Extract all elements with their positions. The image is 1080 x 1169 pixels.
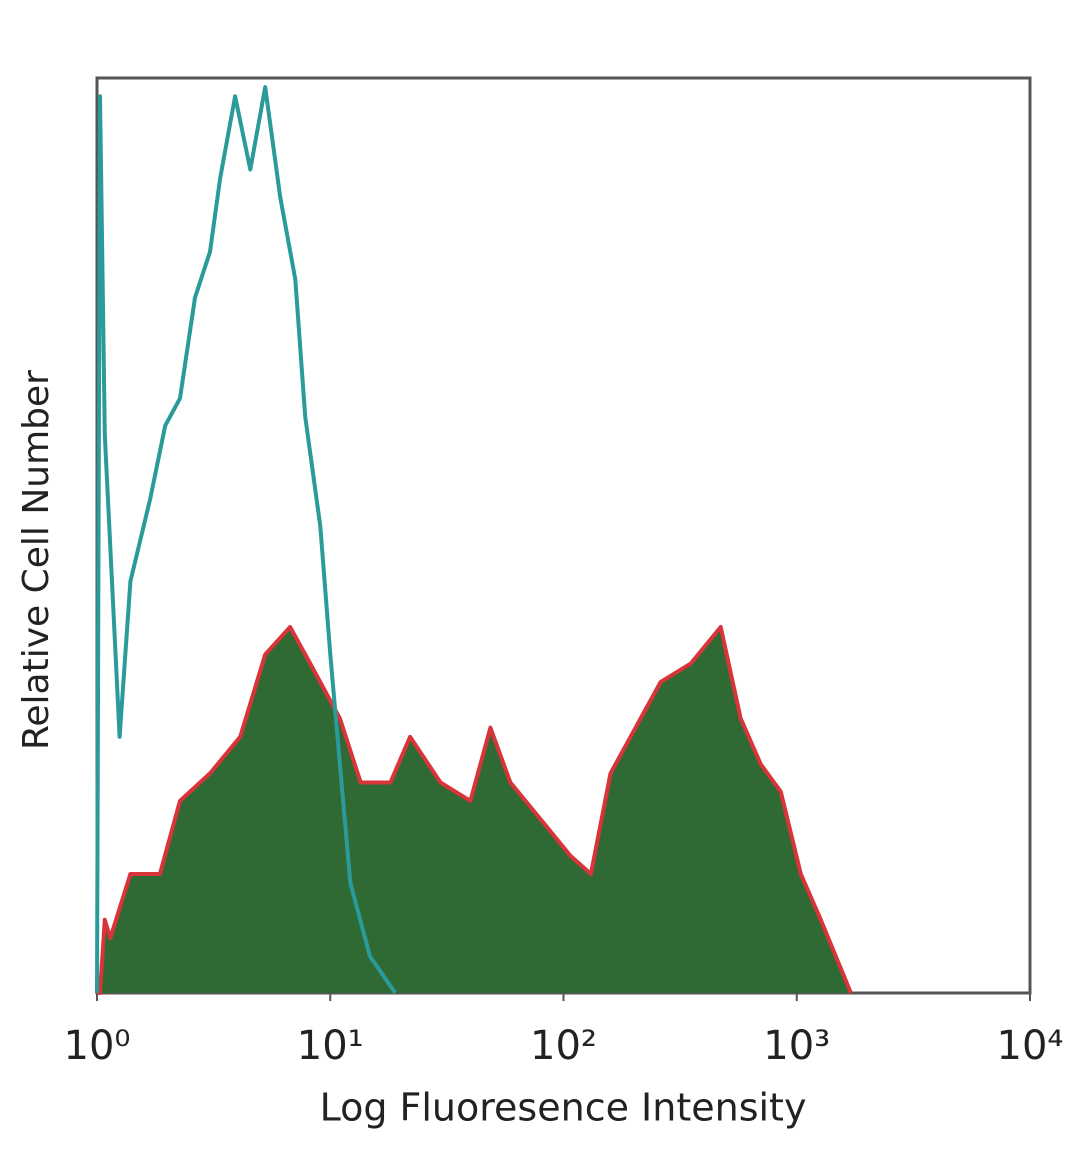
area-fill [97, 627, 851, 993]
x-axis-label: Log Fluoresence Intensity [320, 1086, 807, 1130]
x-tick-label: 10³ [763, 1023, 830, 1069]
x-tick-label: 10⁴ [997, 1023, 1064, 1069]
x-tick-label: 10⁰ [64, 1023, 131, 1069]
y-axis-label: Relative Cell Number [16, 370, 57, 750]
x-tick-label: 10² [530, 1023, 597, 1069]
x-tick-label: 10¹ [297, 1023, 364, 1069]
area-edge [97, 625, 853, 995]
histogram-line [95, 85, 397, 995]
